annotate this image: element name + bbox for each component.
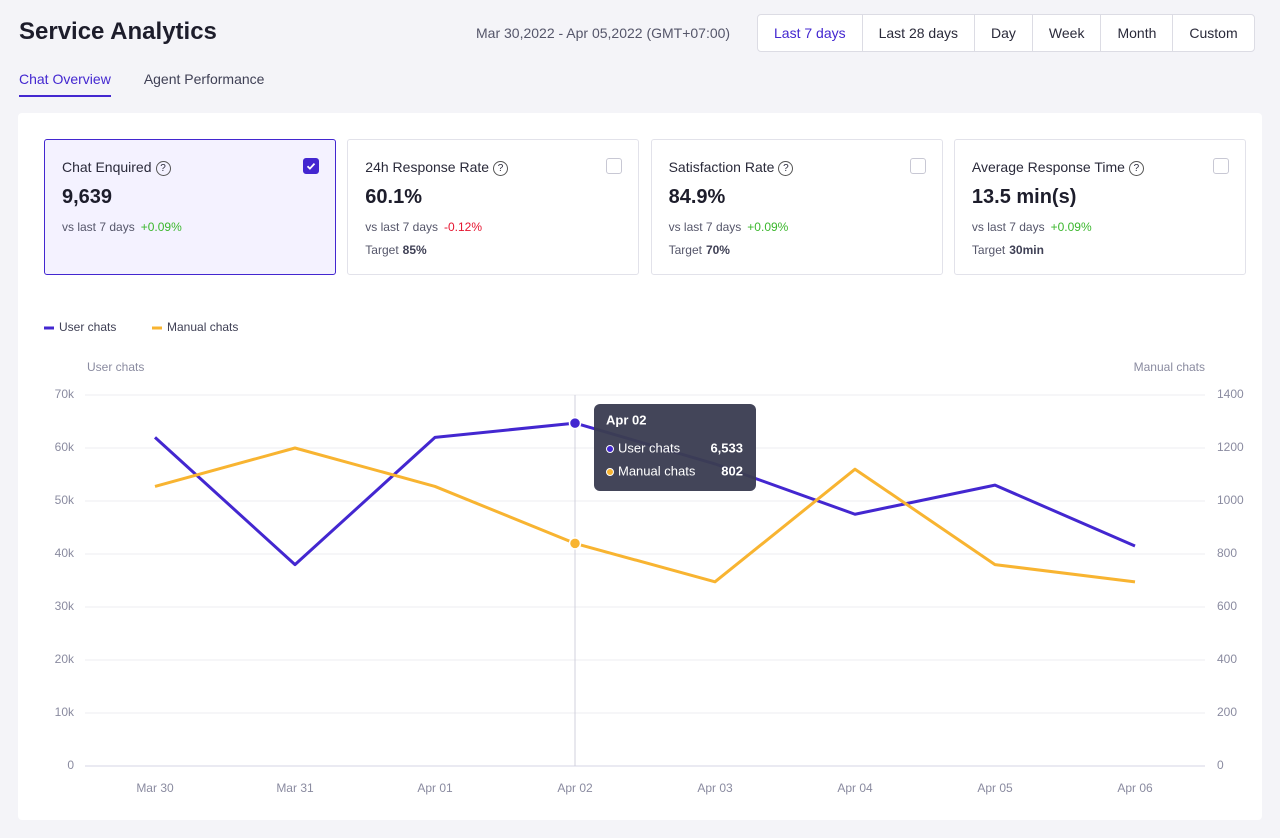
tooltip-marker xyxy=(606,445,614,453)
tab[interactable]: Chat Overview xyxy=(19,71,111,97)
target-label: Target xyxy=(365,243,399,257)
tooltip-marker xyxy=(606,468,614,476)
hover-point xyxy=(568,537,582,550)
y-tick-label: 10k xyxy=(55,705,75,719)
card-target: Target 30min xyxy=(972,243,1044,257)
tooltip-title: Apr 02 xyxy=(606,412,646,427)
card-compare: vs last 7 days +0.09% xyxy=(62,220,182,234)
y2-tick-label: 800 xyxy=(1217,546,1237,560)
card-title-text: Satisfaction Rate xyxy=(668,159,775,175)
tooltip xyxy=(594,404,756,491)
card-value: 9,639 xyxy=(62,186,113,208)
y-tick-label: 30k xyxy=(55,599,75,613)
target-value: 70% xyxy=(705,243,730,257)
x-tick-label: Mar 30 xyxy=(136,781,174,795)
change: +0.09% xyxy=(1050,220,1092,234)
change: -0.12% xyxy=(444,220,483,234)
x-tick-label: Apr 05 xyxy=(977,781,1013,795)
y-tick-label: 50k xyxy=(55,493,75,507)
hover-point xyxy=(568,416,582,430)
x-tick-label: Apr 02 xyxy=(557,781,593,795)
card-compare: vs last 7 days +0.09% xyxy=(669,220,789,234)
card-title: Average Response Time? xyxy=(972,159,1144,176)
y2-tick-label: 1200 xyxy=(1217,440,1244,454)
compare-label: vs last 7 days xyxy=(971,220,1045,234)
y2-tick-label: 600 xyxy=(1217,599,1237,613)
tooltip-value: 6,533 xyxy=(710,440,743,455)
card-compare: vs last 7 days -0.12% xyxy=(365,220,482,234)
card-value: 13.5 min(s) xyxy=(971,186,1077,208)
date-range: Mar 30,2022 - Apr 05,2022 (GMT+07:00) xyxy=(476,25,731,41)
checkbox[interactable] xyxy=(909,158,926,174)
compare-label: vs last 7 days xyxy=(668,220,742,234)
x-tick-label: Apr 04 xyxy=(837,781,873,795)
card-value: 84.9% xyxy=(668,186,726,208)
legend-label: Manual chats xyxy=(167,320,238,334)
card-title: 24h Response Rate? xyxy=(365,159,509,176)
range-button[interactable]: Day xyxy=(974,15,1032,51)
checkbox[interactable] xyxy=(1212,158,1229,174)
x-tick-label: Apr 06 xyxy=(1117,781,1153,795)
help-icon: ? xyxy=(493,161,509,176)
metric-card[interactable]: 24h Response Rate? 60.1% vs last 7 days -0.… xyxy=(347,139,640,275)
help-icon: ? xyxy=(155,161,171,176)
checkbox[interactable] xyxy=(303,158,319,174)
target-value: 30min xyxy=(1009,243,1044,257)
target-value: 85% xyxy=(402,243,427,257)
card-target: Target 85% xyxy=(365,243,426,257)
x-tick-label: Apr 01 xyxy=(417,781,453,795)
y-tick-label: 20k xyxy=(55,652,75,666)
tab[interactable]: Agent Performance xyxy=(143,71,265,87)
target-label: Target xyxy=(971,243,1006,257)
range-button[interactable]: Month xyxy=(1100,15,1172,51)
card-title: Satisfaction Rate? xyxy=(669,159,794,176)
y2-tick-label: 0 xyxy=(1217,758,1224,772)
y-tick-label: 0 xyxy=(67,758,74,772)
compare-label: vs last 7 days xyxy=(365,220,438,234)
y-tick-label: 60k xyxy=(55,440,75,454)
compare-label: vs last 7 days xyxy=(62,220,135,234)
series-line xyxy=(154,446,1136,584)
y-axis-title: User chats xyxy=(87,360,144,374)
page-title: Service Analytics xyxy=(19,18,217,45)
y-tick-label: 40k xyxy=(55,546,75,560)
legend-label: User chats xyxy=(59,320,116,334)
card-title-text: Chat Enquired xyxy=(62,159,152,175)
change: +0.09% xyxy=(747,220,789,234)
metric-card[interactable]: Chat Enquired? 9,639 vs last 7 days +0.09% xyxy=(44,139,336,275)
tabs: Chat Overview Agent Performance xyxy=(19,71,264,97)
y2-tick-label: 1400 xyxy=(1217,387,1244,401)
checkbox[interactable] xyxy=(606,158,623,174)
metric-card[interactable]: Satisfaction Rate? 84.9% vs last 7 days +0.… xyxy=(650,139,943,275)
card-title: Chat Enquired? xyxy=(62,159,171,176)
help-icon: ? xyxy=(778,161,794,176)
target-label: Target xyxy=(668,243,702,257)
card-compare: vs last 7 days +0.09% xyxy=(972,220,1092,234)
card-target: Target 70% xyxy=(669,243,730,257)
y2-tick-label: 200 xyxy=(1217,705,1237,719)
y2-tick-label: 400 xyxy=(1217,652,1237,666)
y-tick-label: 70k xyxy=(55,387,75,401)
range-button[interactable]: Custom xyxy=(1172,15,1253,51)
range-button[interactable]: Last 7 days xyxy=(774,25,846,41)
change: +0.09% xyxy=(140,220,182,234)
metric-card[interactable]: Average Response Time? 13.5 min(s) vs last… xyxy=(953,139,1246,275)
card-value: 60.1% xyxy=(365,186,423,208)
y2-axis-title: Manual chats xyxy=(1134,360,1205,374)
range-button[interactable]: Week xyxy=(1031,15,1101,51)
range-button[interactable]: Last 28 days xyxy=(861,15,974,51)
range-selector: Last 7 days Last 28 days Day Week Month Custo… xyxy=(757,14,1255,52)
y2-tick-label: 1000 xyxy=(1217,493,1244,507)
tooltip-name: User chats xyxy=(618,440,681,455)
tooltip-name: Manual chats xyxy=(618,463,696,478)
card-title-text: Average Response Time xyxy=(971,159,1125,175)
help-icon: ? xyxy=(1128,161,1144,176)
card-title-text: 24h Response Rate xyxy=(365,159,490,175)
x-tick-label: Mar 31 xyxy=(276,781,314,795)
tooltip-value: 802 xyxy=(721,463,743,478)
x-tick-label: Apr 03 xyxy=(697,781,733,795)
